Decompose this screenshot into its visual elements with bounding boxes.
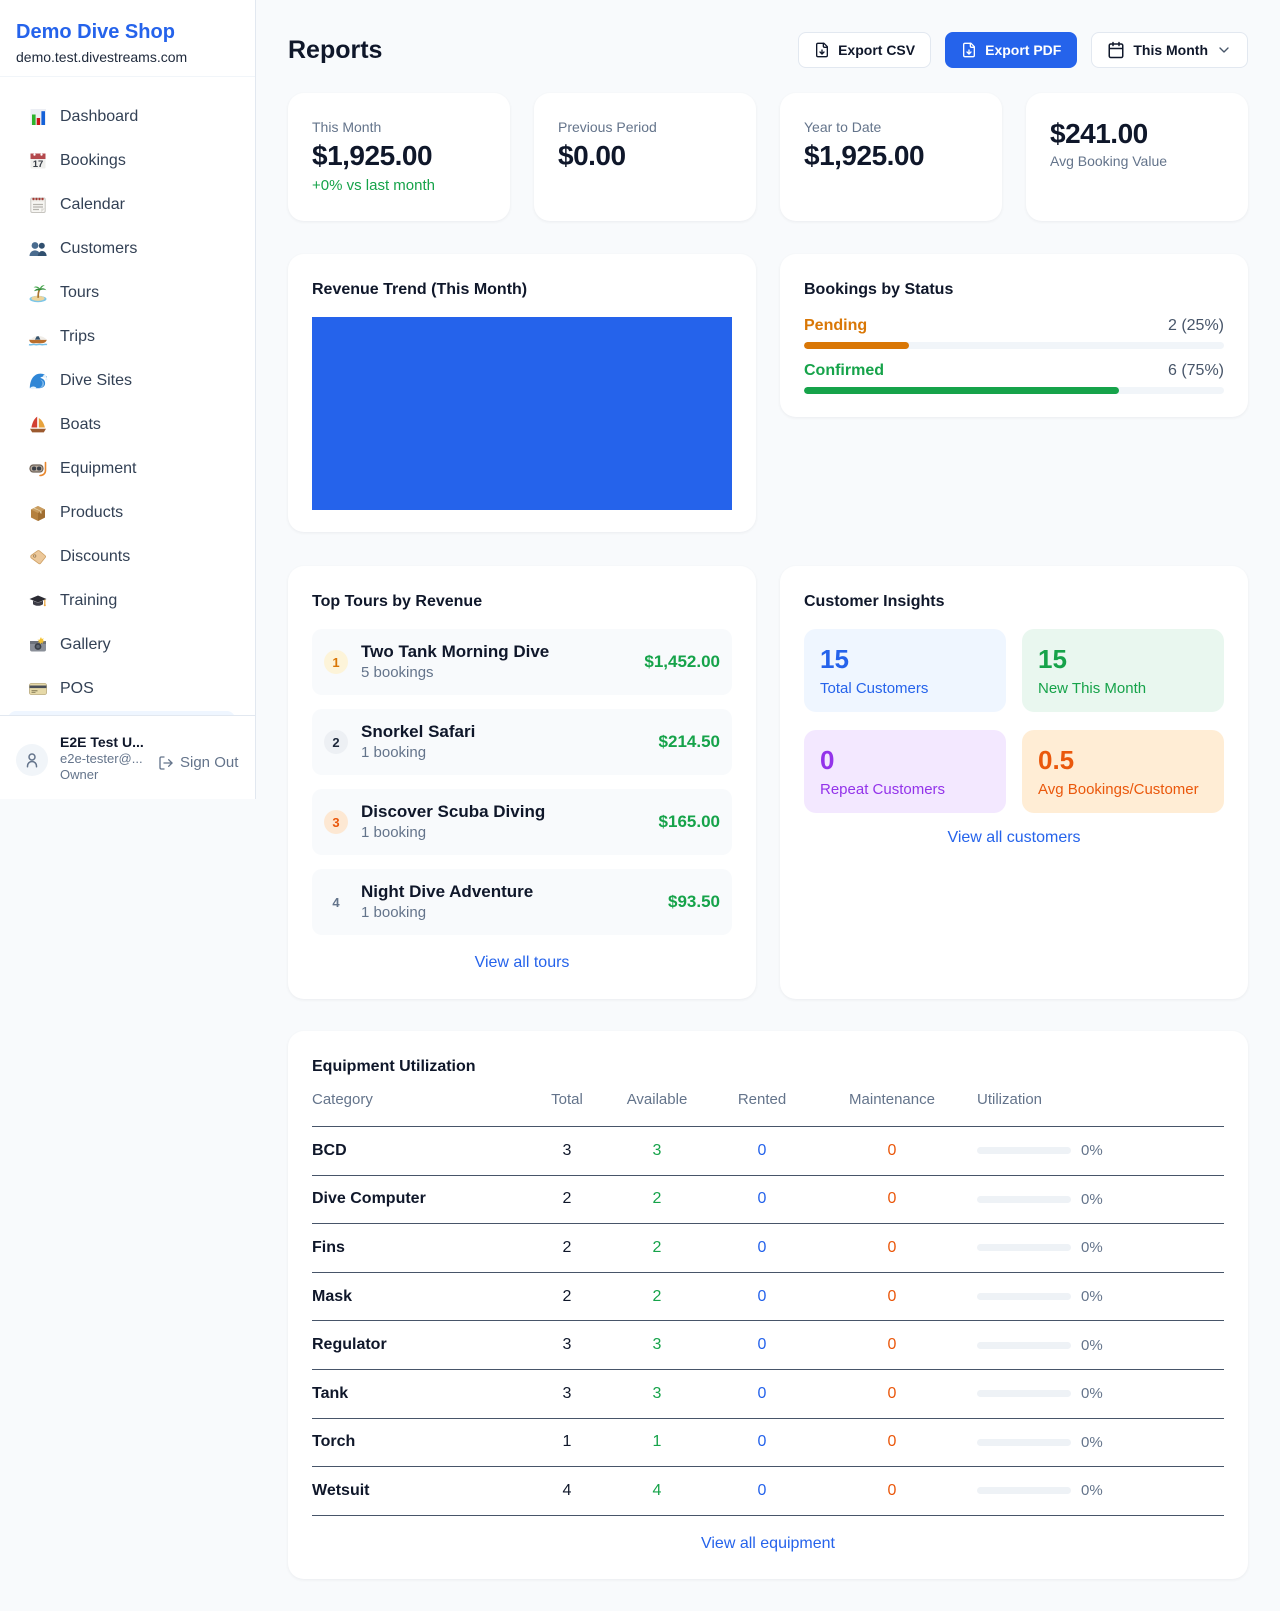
svg-text:17: 17 [33,159,44,170]
